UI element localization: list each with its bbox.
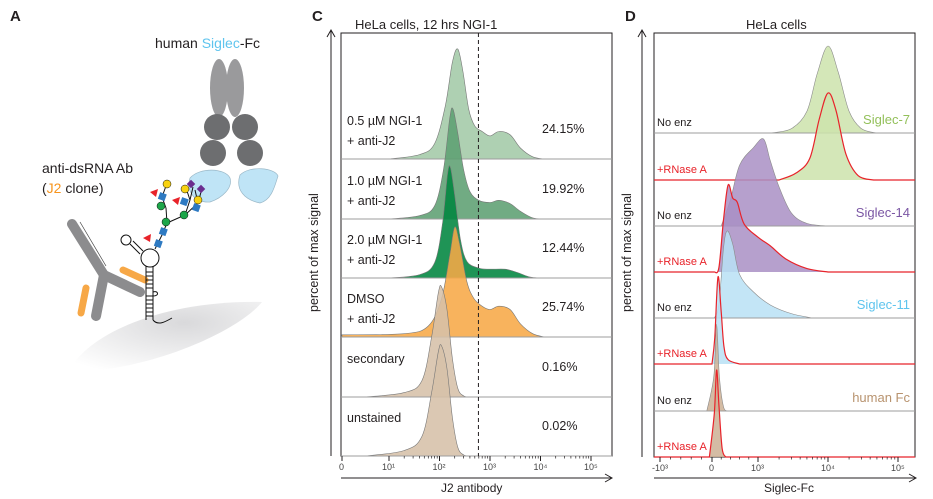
histogram-d-2 xyxy=(720,138,829,227)
lane-percent-c-1: 19.92% xyxy=(542,182,585,196)
x-tick-label-d-1: 0 xyxy=(709,463,715,473)
lane-label-d-5: +RNase A xyxy=(657,348,707,360)
x-tick-label-d-4: 10⁵ xyxy=(891,463,905,473)
histogram-c-2 xyxy=(388,165,541,279)
lane-label-d-2: No enz xyxy=(657,210,692,222)
j2-highlight: J2 xyxy=(46,180,62,196)
lane-label-d-7: +RNase A xyxy=(657,441,707,453)
paren-open: ( xyxy=(42,180,47,196)
dsrna-hairpin-icon xyxy=(120,234,173,324)
cell-surface xyxy=(68,301,262,372)
x-tick-label-d-2: 10³ xyxy=(751,463,765,473)
lane-label-c-0: 0.5 µM NGI-1 xyxy=(347,114,423,128)
j2-antibody-icon xyxy=(67,219,149,321)
chart-c-xlabel: J2 antibody xyxy=(441,481,503,495)
lane-percent-c-4: 0.16% xyxy=(542,360,578,374)
siglec-fc-icon xyxy=(188,59,279,204)
group-label-1: Siglec-14 xyxy=(855,205,910,220)
siglec-label-highlight: Siglec xyxy=(201,35,240,51)
lane-label-d-1: +RNase A xyxy=(657,164,707,176)
histogram-d-4 xyxy=(713,230,813,319)
x-tick-label-c-3: 10³ xyxy=(483,462,497,472)
lane-label-d-4: No enz xyxy=(657,302,692,314)
histogram-d-7 xyxy=(709,369,726,457)
y-axis-arrow-c xyxy=(326,28,336,456)
rnase-outline-d-7 xyxy=(654,369,915,458)
lane-label-d-3: +RNase A xyxy=(657,256,707,268)
rnase-outline-d-1 xyxy=(654,92,915,181)
glycan-icon xyxy=(143,179,206,250)
lane-sublabel-c-3: + anti-J2 xyxy=(347,312,396,326)
group-label-3: human Fc xyxy=(852,390,910,405)
histogram-d-0 xyxy=(770,45,878,134)
siglec-binding-diagram xyxy=(67,59,279,372)
lane-label-d-0: No enz xyxy=(657,117,692,129)
x-axis-arrow-c xyxy=(341,473,614,483)
lane-percent-c-3: 25.74% xyxy=(542,300,585,314)
group-label-0: Siglec-7 xyxy=(863,112,910,127)
lane-label-c-1: 1.0 µM NGI-1 xyxy=(347,174,423,188)
histogram-d-6 xyxy=(706,323,729,412)
panel-c-letter: C xyxy=(312,8,323,25)
group-label-2: Siglec-11 xyxy=(856,297,910,312)
antibody-label-close: clone) xyxy=(61,180,104,196)
lane-sublabel-c-1: + anti-J2 xyxy=(347,194,396,208)
chart-d-xlabel: Siglec-Fc xyxy=(764,481,815,495)
lane-label-c-3: DMSO xyxy=(347,292,385,306)
x-tick-label-c-4: 10⁴ xyxy=(533,462,548,472)
x-tick-label-d-3: 10⁴ xyxy=(821,463,835,473)
lane-label-c-2: 2.0 µM NGI-1 xyxy=(347,233,423,247)
x-tick-label-c-0: 0 xyxy=(339,462,345,472)
histogram-d-1 xyxy=(779,92,874,180)
histogram-c-1 xyxy=(388,107,545,220)
lane-label-c-5: unstained xyxy=(347,411,402,425)
rnase-outline-d-5 xyxy=(654,276,915,365)
y-axis-arrow-d xyxy=(637,28,647,457)
antibody-label-line1: anti-dsRNA Ab xyxy=(42,160,134,176)
lane-percent-c-5: 0.02% xyxy=(542,419,578,433)
chart-c-title: HeLa cells, 12 hrs NGI-1 xyxy=(355,17,498,32)
panel-a-letter: A xyxy=(10,8,21,25)
histogram-d-5 xyxy=(712,276,740,364)
histogram-d-3 xyxy=(714,184,828,273)
panel-d-letter: D xyxy=(625,8,636,25)
histogram-c-0 xyxy=(388,48,545,160)
lane-percent-c-0: 24.15% xyxy=(542,122,585,136)
lane-sublabel-c-2: + anti-J2 xyxy=(347,253,396,267)
lane-label-d-6: No enz xyxy=(657,395,692,407)
x-axis-arrow-d xyxy=(654,473,918,483)
chart-d-title: HeLa cells xyxy=(746,17,807,32)
x-tick-label-d-0: -10³ xyxy=(652,463,669,473)
x-tick-label-c-5: 10⁵ xyxy=(584,462,598,472)
antibody-label-line2: (J2 clone) xyxy=(42,180,104,196)
siglec-label-pre: human xyxy=(155,35,202,51)
lane-percent-c-2: 12.44% xyxy=(542,241,585,255)
histogram-c-5 xyxy=(365,344,470,457)
siglec-label-post: -Fc xyxy=(239,35,261,51)
lane-sublabel-c-0: + anti-J2 xyxy=(347,134,396,148)
x-tick-label-c-2: 10² xyxy=(432,462,446,472)
siglec-fc-label: human Siglec-Fc xyxy=(155,35,260,51)
lane-label-c-4: secondary xyxy=(347,352,405,366)
x-tick-label-c-1: 10¹ xyxy=(382,462,396,472)
rnase-outline-d-3 xyxy=(654,183,915,274)
